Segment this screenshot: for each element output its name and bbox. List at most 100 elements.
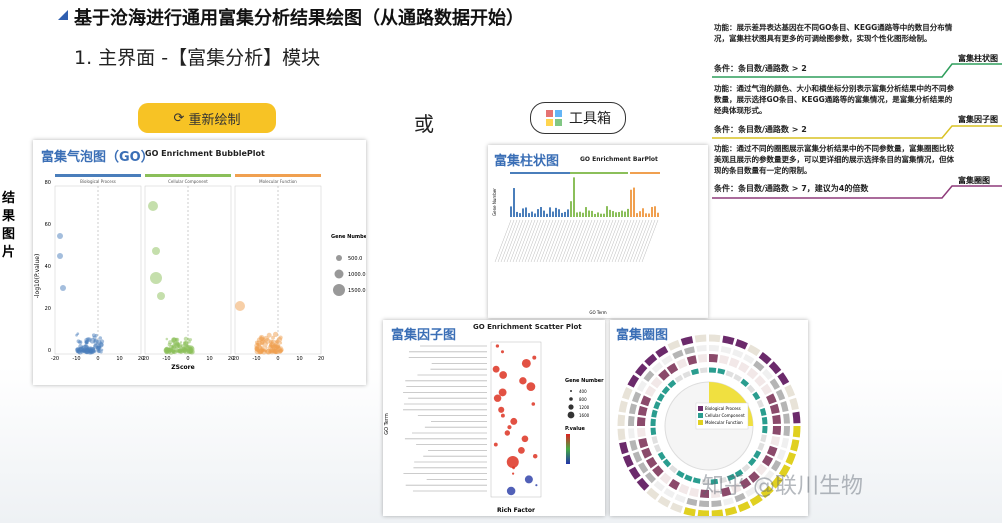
note-label: 富集因子图 bbox=[958, 115, 998, 124]
ring-segment bbox=[636, 477, 650, 491]
point bbox=[498, 388, 507, 397]
bar bbox=[564, 211, 566, 217]
legend-bubble bbox=[336, 255, 342, 261]
ring-segment bbox=[710, 489, 721, 498]
ring-segment bbox=[667, 339, 681, 351]
bubble bbox=[98, 341, 104, 348]
ring-segment bbox=[674, 493, 686, 504]
ring-segment bbox=[651, 409, 658, 418]
point bbox=[506, 486, 516, 496]
bubble bbox=[150, 272, 162, 284]
ring-segment bbox=[629, 440, 638, 452]
ring-segment bbox=[666, 362, 679, 375]
ring-segment bbox=[637, 416, 646, 427]
point bbox=[493, 442, 498, 447]
x-axis-label: GO Term bbox=[589, 310, 606, 315]
point bbox=[532, 453, 538, 459]
point bbox=[512, 466, 515, 470]
bubble bbox=[265, 346, 268, 349]
ring-segment bbox=[792, 411, 801, 424]
ring-segment bbox=[748, 471, 760, 483]
bubble bbox=[88, 350, 91, 353]
x-tick-text bbox=[608, 219, 626, 263]
note-function: 功能：通过气泡的颜色、大小和横坐标分别表示富集分析结果中的不同参数量，展示选择G… bbox=[714, 84, 954, 115]
x-tick-text bbox=[617, 219, 635, 263]
bar bbox=[582, 212, 584, 217]
scatter-panel: 富集因子图 GO Enrichment Scatter Plot GO Term… bbox=[383, 320, 605, 516]
redraw-button[interactable]: ⟳ 重新绘制 bbox=[138, 103, 276, 133]
bar bbox=[642, 208, 644, 217]
x-tick-text bbox=[521, 219, 539, 263]
bubble bbox=[157, 292, 165, 300]
ring-segment bbox=[790, 439, 800, 452]
ring-segment bbox=[747, 457, 757, 467]
point bbox=[526, 382, 536, 391]
toolbox-button[interactable]: 工具箱 bbox=[530, 102, 626, 134]
size-key bbox=[570, 390, 572, 392]
bubble-plot: -log10(P.value) 0 20 40 60 80 Biological Proce… bbox=[34, 174, 366, 371]
ring-segment bbox=[628, 428, 635, 439]
bubble bbox=[78, 340, 83, 345]
bar bbox=[522, 208, 524, 217]
ring-segment bbox=[653, 444, 662, 453]
ring-segment bbox=[694, 334, 707, 343]
legend-label: Cellular Component bbox=[705, 413, 745, 418]
scatter-plot: GO Term Rich Factor Gene Number 400 800 1200 1… bbox=[384, 341, 604, 514]
bubble bbox=[169, 344, 174, 350]
ring-segment bbox=[772, 414, 781, 425]
ring-segment bbox=[784, 384, 796, 398]
ring-segment bbox=[718, 354, 730, 365]
ring-segment bbox=[663, 488, 675, 499]
bubble bbox=[91, 333, 96, 338]
x-tick-text bbox=[551, 219, 569, 263]
x-tick-text bbox=[548, 219, 566, 263]
x-tick-label: 10 bbox=[296, 356, 302, 362]
ring-segment bbox=[628, 415, 635, 427]
ring-segment bbox=[752, 391, 761, 401]
ring-segment bbox=[754, 479, 767, 491]
bubble bbox=[84, 341, 88, 344]
ring-segment bbox=[769, 378, 780, 390]
x-tick-text bbox=[542, 219, 560, 263]
ring-segment bbox=[780, 400, 789, 412]
size-label: 400 bbox=[579, 389, 587, 394]
point bbox=[521, 435, 529, 443]
ring-segment bbox=[778, 464, 791, 478]
x-tick-text bbox=[599, 219, 617, 263]
ring-segment bbox=[708, 345, 720, 352]
ring-segment bbox=[692, 477, 701, 484]
toolbox-icon bbox=[546, 110, 562, 126]
note-label: 富集圈图 bbox=[958, 176, 990, 185]
bubble bbox=[183, 336, 189, 342]
bubble bbox=[93, 343, 99, 350]
ring-segment bbox=[722, 335, 735, 345]
ring-segment bbox=[710, 478, 719, 485]
ring-segment bbox=[760, 485, 774, 499]
y-tick-label: 60 bbox=[45, 222, 51, 228]
x-tick-text bbox=[605, 219, 623, 263]
ring-segment bbox=[698, 500, 710, 507]
point bbox=[506, 456, 519, 468]
size-title: Gene Number bbox=[565, 378, 604, 384]
bubble bbox=[171, 337, 177, 343]
bar bbox=[576, 212, 578, 217]
x-tick-text bbox=[635, 219, 653, 263]
bubble bbox=[265, 348, 272, 355]
ring-segment bbox=[771, 460, 782, 472]
point bbox=[535, 484, 538, 487]
bar bbox=[597, 212, 599, 217]
bar bbox=[618, 212, 620, 217]
ring-segment bbox=[668, 478, 680, 491]
ring-segment bbox=[732, 348, 744, 359]
bar bbox=[648, 213, 650, 217]
bubble bbox=[88, 348, 92, 352]
legend-bg bbox=[695, 402, 749, 430]
ring-segment bbox=[739, 477, 752, 490]
note-function: 功能：展示差异表达基因在不同GO条目、KEGG通路等中的数目分布情况，富集柱状图… bbox=[714, 23, 953, 43]
ring-segment bbox=[768, 361, 782, 375]
bubble bbox=[188, 348, 194, 354]
ring-segment bbox=[686, 355, 698, 366]
bar bbox=[603, 213, 605, 217]
bar bbox=[534, 213, 536, 217]
